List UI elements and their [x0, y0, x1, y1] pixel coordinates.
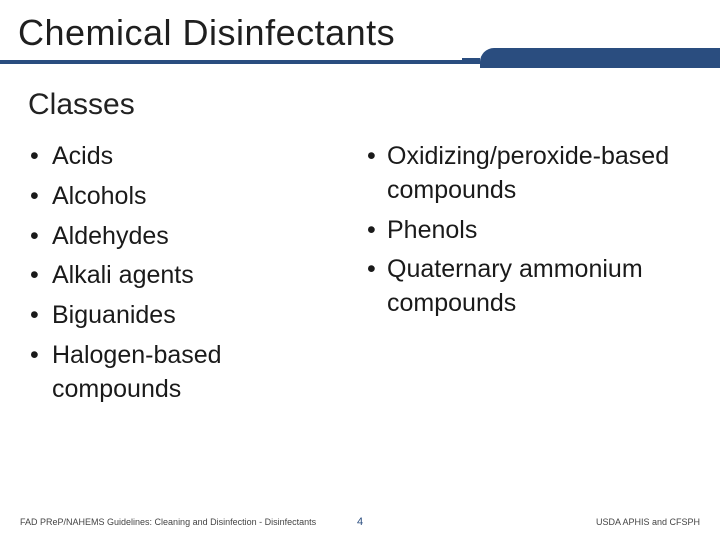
- list-item: Quaternary ammonium compounds: [365, 253, 692, 321]
- left-column: Acids Alcohols Aldehydes Alkali agents B…: [28, 140, 355, 412]
- title-rule: [0, 58, 720, 64]
- footer-right: USDA APHIS and CFSPH: [380, 517, 700, 527]
- right-column: Oxidizing/peroxide-based compounds Pheno…: [365, 140, 692, 412]
- list-item: Halogen-based compounds: [28, 339, 355, 407]
- footer-left: FAD PReP/NAHEMS Guidelines: Cleaning and…: [20, 517, 340, 527]
- list-item: Acids: [28, 140, 355, 174]
- list-item: Oxidizing/peroxide-based compounds: [365, 140, 692, 208]
- list-item: Biguanides: [28, 299, 355, 333]
- content-columns: Acids Alcohols Aldehydes Alkali agents B…: [0, 122, 720, 412]
- list-item: Phenols: [365, 214, 692, 248]
- list-item: Alkali agents: [28, 259, 355, 293]
- list-item: Aldehydes: [28, 220, 355, 254]
- list-item: Alcohols: [28, 180, 355, 214]
- page-number: 4: [340, 516, 380, 528]
- footer: FAD PReP/NAHEMS Guidelines: Cleaning and…: [0, 516, 720, 528]
